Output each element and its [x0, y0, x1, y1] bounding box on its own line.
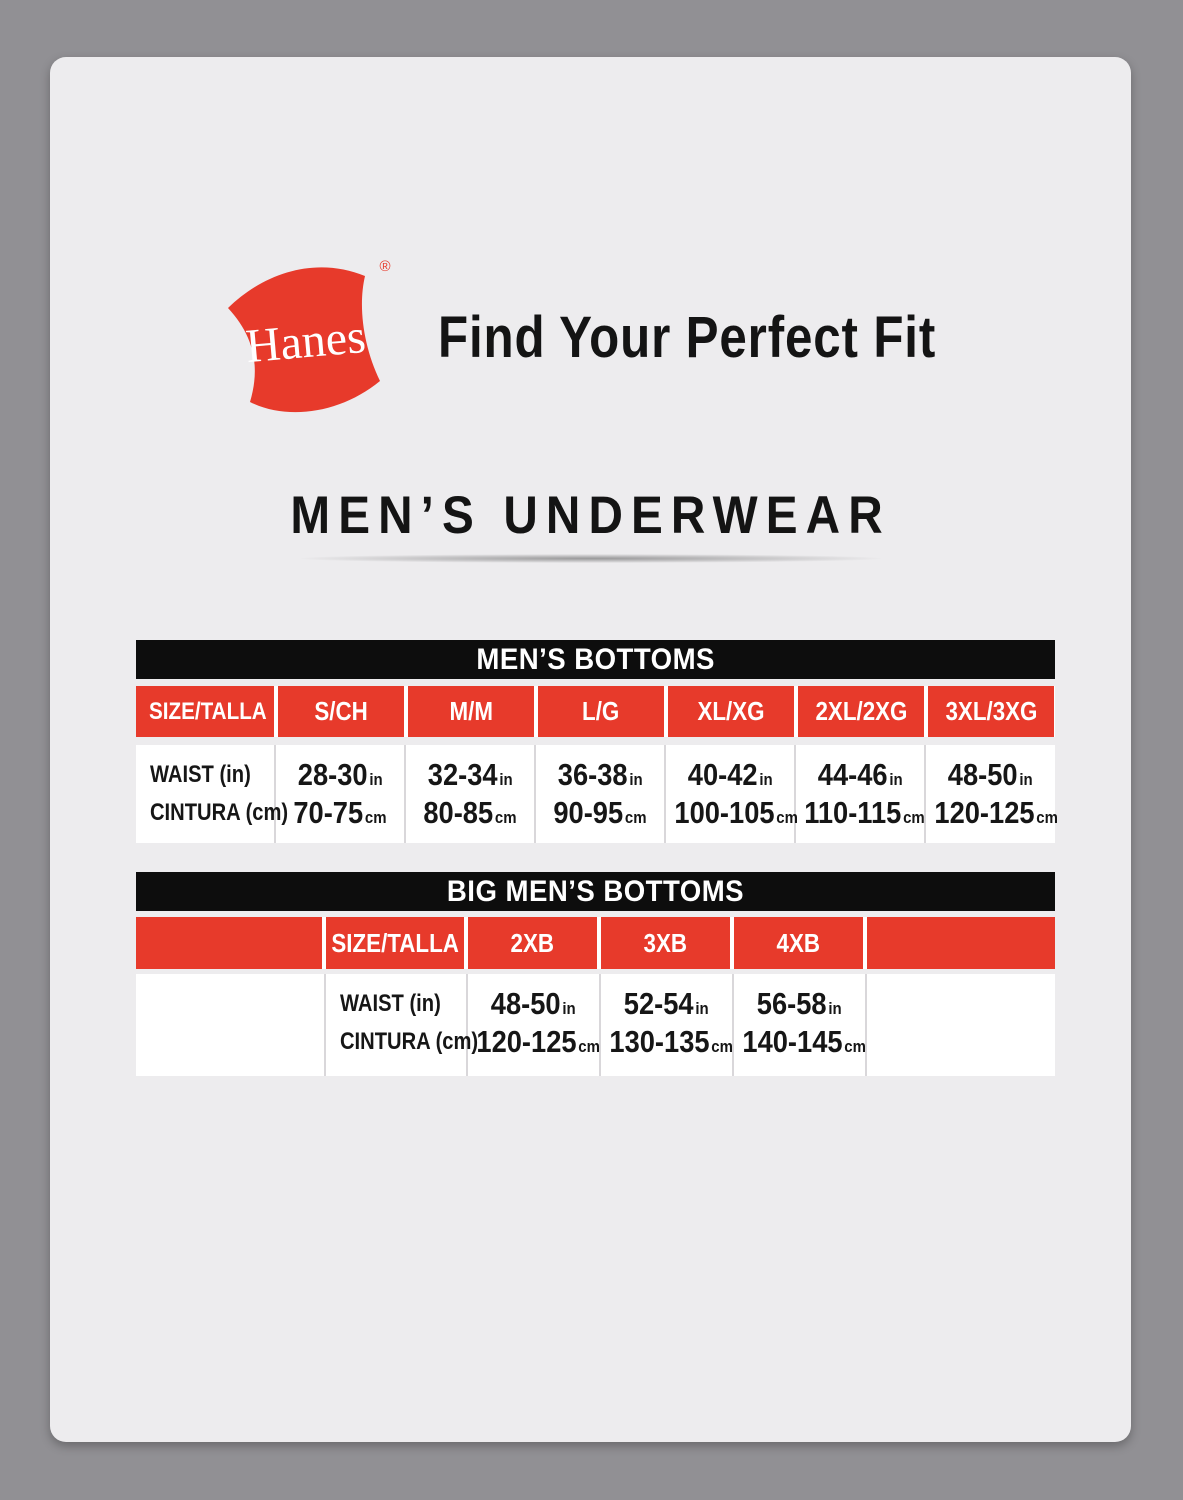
row-labels-cell: WAIST (in) CINTURA (cm): [136, 745, 288, 843]
mens-bottoms-header: MEN’S BOTTOMS: [136, 640, 1055, 679]
mens-bottoms-size-row: SIZE/TALLA S/CH M/M L/G XL/XG 2XL/2XG 3X…: [136, 686, 1055, 737]
title-shadow: [300, 554, 881, 563]
registered-mark: ®: [379, 258, 390, 275]
big-row-labels-cell: WAIST (in) CINTURA (cm): [326, 974, 478, 1076]
size-col-lg: L/G: [538, 686, 664, 737]
size-col-mm: M/M: [408, 686, 534, 737]
values-lg: 36-38 in 90-95 cm: [536, 745, 666, 843]
cintura-cm-label: CINTURA (cm): [150, 799, 289, 826]
size-col-sch: S/CH: [278, 686, 404, 737]
big-mens-bottoms-title: BIG MEN’S BOTTOMS: [446, 874, 745, 908]
big-cintura-cm-label: CINTURA (cm): [340, 1028, 479, 1055]
page-title-row: MEN’S UNDERWEAR: [50, 485, 1131, 546]
size-col-2xb: 2XB: [468, 917, 597, 969]
big-waist-in-label: WAIST (in): [340, 990, 441, 1017]
big-size-talla-label: SIZE/TALLA: [331, 927, 459, 958]
size-col-3xl3xg: 3XL/3XG: [928, 686, 1054, 737]
big-mens-data-row: WAIST (in) CINTURA (cm) 48-50 in 120-125 c…: [136, 974, 1055, 1076]
size-col-2xl2xg: 2XL/2XG: [798, 686, 924, 737]
hanes-flag-icon: Hanes ®: [228, 258, 391, 413]
mens-bottoms-title: MEN’S BOTTOMS: [476, 642, 715, 676]
blank-cell-right: [867, 974, 1055, 1076]
size-col-4xb: 4XB: [734, 917, 863, 969]
big-mens-size-row: SIZE/TALLA 2XB 3XB 4XB: [136, 917, 1055, 969]
logo-wordmark: Hanes: [244, 310, 368, 373]
values-3xl3xg: 48-50 in 120-125 cm: [934, 757, 1058, 830]
big-mens-bottoms-header: BIG MEN’S BOTTOMS: [136, 872, 1055, 911]
size-col-xlxg: XL/XG: [668, 686, 794, 737]
size-col-3xb: 3XB: [601, 917, 730, 969]
hanes-logo: Hanes ®: [213, 253, 409, 423]
blank-cell-left: [136, 974, 326, 1076]
flag-shape: [228, 267, 380, 413]
values-2xl2xg: 44-46 in 110-115 cm: [796, 745, 926, 843]
red-spacer-left: [136, 917, 322, 969]
mens-bottoms-table: MEN’S BOTTOMS SIZE/TALLA S/CH M/M L/G XL…: [136, 640, 1058, 843]
chart-card: Hanes ® Find Your Perfect Fit MEN’S UNDE…: [50, 57, 1131, 1442]
values-mm: 32-34 in 80-85 cm: [406, 745, 536, 843]
size-talla-label: SIZE/TALLA: [149, 697, 267, 725]
red-spacer-right: [867, 917, 1055, 969]
values-2xb: 48-50 in 120-125 cm: [468, 974, 601, 1076]
values-4xb: 56-58 in 140-145 cm: [734, 974, 867, 1076]
page-title: MEN’S UNDERWEAR: [290, 486, 891, 545]
big-mens-bottoms-table: BIG MEN’S BOTTOMS SIZE/TALLA 2XB 3XB 4XB…: [136, 872, 1055, 1076]
size-talla-cell: SIZE/TALLA: [136, 686, 274, 737]
values-xlxg: 40-42 in 100-105 cm: [666, 745, 798, 843]
mens-bottoms-data-row: WAIST (in) CINTURA (cm) 28-30 in 70-75 cm …: [136, 745, 1058, 843]
waist-in-label: WAIST (in): [150, 761, 251, 788]
headline: Find Your Perfect Fit: [438, 305, 937, 370]
big-size-talla-cell: SIZE/TALLA: [326, 917, 464, 969]
values-3xb: 52-54 in 130-135 cm: [601, 974, 734, 1076]
values-sch: 28-30 in 70-75 cm: [276, 745, 406, 843]
